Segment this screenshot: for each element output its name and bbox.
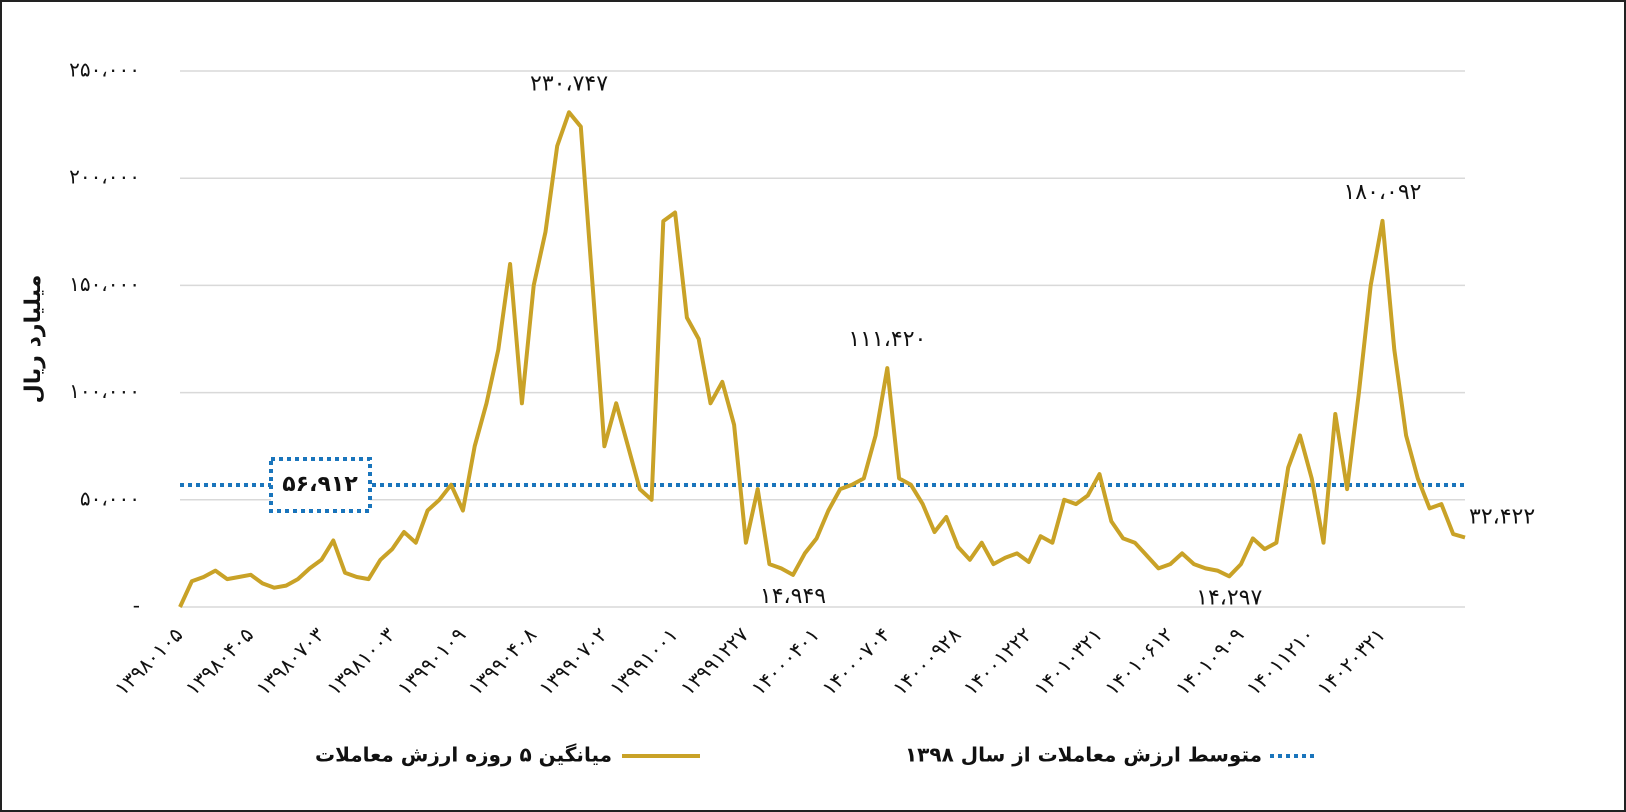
x-tick-label: ۱۳۹۸۰۴۰۵	[180, 622, 258, 700]
x-tick-label: ۱۳۹۸۱۰۰۳	[322, 622, 400, 700]
y-tick-label: ۲۵۰،۰۰۰	[69, 58, 140, 82]
data-label: ۱۸۰،۰۹۲	[1343, 180, 1421, 205]
x-tick-label: ۱۴۰۱۰۳۲۱	[1029, 622, 1107, 700]
x-tick-label: ۱۳۹۸۰۱۰۵	[110, 622, 188, 700]
data-label: ۱۴،۲۹۷	[1196, 585, 1262, 610]
x-tick-label: ۱۳۹۸۰۷۰۳	[251, 622, 329, 700]
x-tick-label: ۱۳۹۹۰۴۰۸	[463, 622, 541, 700]
reference-label: ۵۶،۹۱۲	[282, 472, 358, 497]
legend-label: متوسط ارزش معاملات از سال ۱۳۹۸	[905, 743, 1262, 767]
data-label: ۱۴،۹۴۹	[760, 584, 826, 609]
data-label: ۱۱۱،۴۲۰	[848, 327, 926, 352]
y-axis-label: میلیارد ریال	[21, 275, 46, 404]
data-label: ۳۲،۴۲۲	[1469, 504, 1535, 529]
data-label: ۲۳۰،۷۴۷	[530, 71, 608, 96]
x-tick-label: ۱۴۰۰۰۹۲۸	[888, 622, 966, 700]
x-tick-label: ۱۴۰۰۰۷۰۴	[817, 622, 895, 700]
y-tick-label: ۲۰۰،۰۰۰	[69, 165, 140, 189]
x-tick-label: ۱۴۰۲۰۳۲۱	[1312, 622, 1390, 700]
x-tick-label: ۱۴۰۱۰۹۰۹	[1171, 622, 1249, 700]
y-tick-label: ۱۰۰،۰۰۰	[69, 379, 140, 403]
y-tick-label: ۱۵۰،۰۰۰	[69, 272, 140, 296]
x-tick-label: ۱۳۹۹۰۱۰۹	[393, 622, 471, 700]
x-tick-label: ۱۴۰۰۱۲۲۲	[958, 622, 1036, 700]
data-line	[178, 110, 1466, 608]
x-tick-label: ۱۴۰۱۱۲۱۰	[1241, 622, 1319, 700]
x-tick-label: ۱۳۹۹۰۷۰۲	[534, 622, 612, 700]
x-tick-label: ۱۴۰۰۰۴۰۱	[746, 622, 824, 700]
y-tick-label: -	[133, 594, 140, 618]
x-tick-label: ۱۴۰۱۰۶۱۲	[1100, 622, 1178, 700]
y-tick-label: ۵۰،۰۰۰	[80, 486, 140, 510]
x-tick-label: ۱۳۹۹۱۲۲۷	[676, 622, 754, 700]
legend-label: میانگین ۵ روزه ارزش معاملات	[315, 743, 612, 767]
x-tick-label: ۱۳۹۹۱۰۰۱	[605, 622, 683, 700]
reference-label-box	[269, 456, 372, 513]
